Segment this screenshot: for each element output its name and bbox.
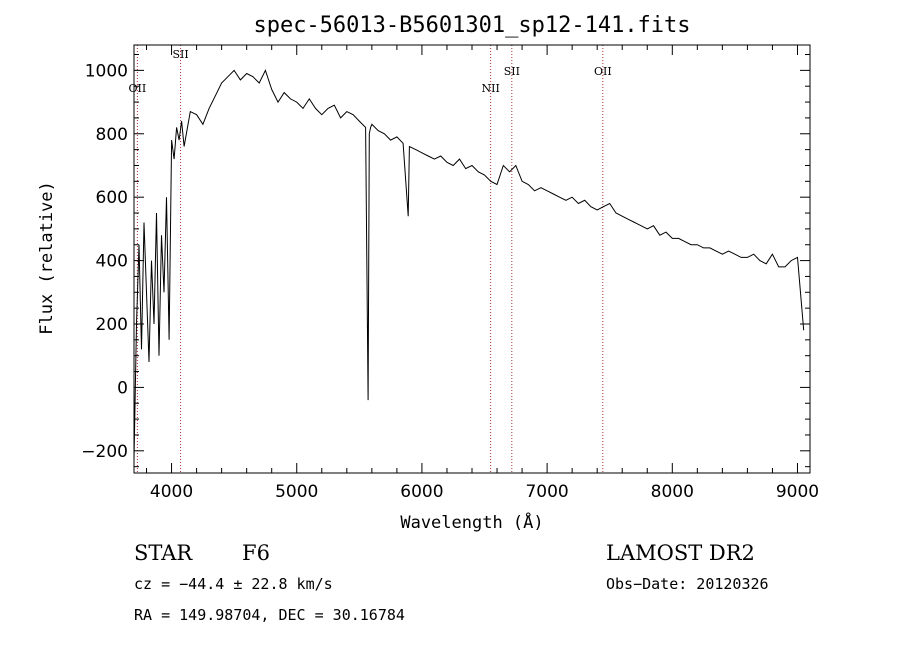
x-tick-label-1: 5000 bbox=[275, 482, 318, 502]
emission-line-label-2: NII bbox=[481, 82, 499, 95]
emission-line-label-4: OII bbox=[594, 65, 612, 78]
y-tick-label-2: 200 bbox=[96, 315, 128, 335]
y-tick-label-3: 400 bbox=[96, 252, 128, 272]
y-tick-label-6: 1000 bbox=[85, 61, 128, 81]
x-tick-label-5: 9000 bbox=[776, 482, 819, 502]
y-axis-label: Flux (relative) bbox=[37, 181, 57, 335]
emission-lines: OII SII NII SII OII bbox=[129, 45, 612, 473]
redshift-velocity: cz = −44.4 ± 22.8 km/s bbox=[134, 575, 333, 593]
y-tick-label-4: 600 bbox=[96, 188, 128, 208]
observation-date: Obs−Date: 20120326 bbox=[606, 575, 769, 593]
x-tick-label-3: 7000 bbox=[525, 482, 568, 502]
y-tick-label-5: 800 bbox=[96, 125, 128, 145]
x-tick-label-4: 8000 bbox=[651, 482, 694, 502]
emission-line-label-3: SII bbox=[504, 65, 520, 78]
x-axis-label: Wavelength (Å) bbox=[400, 511, 543, 533]
object-type: STAR bbox=[134, 541, 193, 565]
survey-name: LAMOST DR2 bbox=[606, 541, 755, 565]
plot-frame bbox=[133, 44, 811, 474]
x-tick-label-0: 4000 bbox=[150, 482, 193, 502]
spectrum-line-0 bbox=[133, 69, 805, 461]
series-layer bbox=[133, 69, 805, 461]
spectral-class: F6 bbox=[242, 541, 270, 565]
y-tick-label-0: −200 bbox=[81, 442, 128, 462]
sky-coordinates: RA = 149.98704, DEC = 30.16784 bbox=[134, 606, 405, 624]
emission-line-label-0: OII bbox=[129, 82, 147, 95]
x-tick-label-2: 6000 bbox=[400, 482, 443, 502]
emission-line-label-1: SII bbox=[172, 48, 188, 61]
chart-title: spec-56013-B5601301_sp12-141.fits bbox=[253, 13, 690, 38]
axis-ticks: 4000 5000 6000 7000 8000 9000 −200 0 200 400 600 80… bbox=[81, 45, 819, 502]
y-tick-label-1: 0 bbox=[117, 378, 128, 398]
